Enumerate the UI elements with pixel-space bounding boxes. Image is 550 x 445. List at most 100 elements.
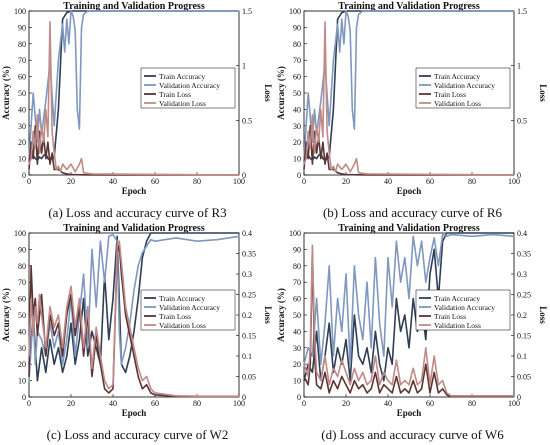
data-point <box>412 298 414 300</box>
x-tick-label: 40 <box>109 177 117 186</box>
data-point <box>154 394 156 396</box>
data-point <box>353 265 355 267</box>
data-point <box>408 347 410 349</box>
data-point <box>112 384 114 386</box>
data-point <box>83 355 85 357</box>
x-tick-label: 100 <box>508 177 520 186</box>
data-point <box>309 158 311 160</box>
data-point <box>353 380 355 382</box>
x-tick-label: 60 <box>426 177 434 186</box>
x-tick-label: 100 <box>233 177 245 186</box>
data-point <box>154 240 156 242</box>
data-point <box>345 384 347 386</box>
legend-entry: Validation Loss <box>434 99 481 108</box>
data-point <box>513 174 515 176</box>
chart-w6: Training and Validation Progress 0 20 40 60 8… <box>276 223 548 418</box>
data-point <box>322 136 324 138</box>
data-point <box>412 235 414 237</box>
data-point <box>341 12 343 14</box>
x-axis-label: Epoch <box>397 186 422 196</box>
x-tick-label: 40 <box>384 177 392 186</box>
data-point <box>328 392 330 394</box>
data-point <box>112 298 114 300</box>
data-point <box>313 334 316 337</box>
y-tick-label-left: 80 <box>18 262 26 271</box>
y-tick-label-right: 0.2 <box>242 311 252 320</box>
data-point <box>125 314 127 316</box>
data-point <box>36 380 39 382</box>
data-point <box>307 92 309 94</box>
data-point <box>318 154 320 156</box>
y-tick-label-left: 40 <box>293 105 301 114</box>
data-point <box>421 388 423 390</box>
data-point <box>238 10 240 12</box>
data-point <box>450 234 452 236</box>
data-point <box>387 388 389 390</box>
data-point <box>87 306 89 308</box>
data-point <box>343 43 345 45</box>
data-point <box>91 330 93 332</box>
data-point <box>49 306 51 308</box>
data-point <box>38 130 41 132</box>
data-point <box>38 314 41 316</box>
y-tick-label-right: 1 <box>242 62 246 71</box>
data-point <box>374 257 376 259</box>
data-point <box>34 147 36 149</box>
data-point <box>91 375 93 378</box>
data-point <box>355 10 358 12</box>
series-train-loss <box>303 125 515 176</box>
data-point <box>41 314 43 316</box>
y-tick-label-left: 100 <box>14 7 26 16</box>
data-point <box>66 12 68 14</box>
data-point <box>513 232 515 234</box>
data-point <box>150 232 152 234</box>
data-point <box>41 347 43 349</box>
data-point <box>416 392 418 394</box>
data-point <box>313 156 316 158</box>
data-point <box>345 163 347 165</box>
data-point <box>129 326 131 328</box>
data-point <box>36 141 39 143</box>
y-tick-label-left: 0 <box>297 393 301 402</box>
data-point <box>355 26 358 28</box>
data-point <box>404 380 406 382</box>
data-point <box>332 367 334 369</box>
data-point <box>141 252 143 254</box>
x-tick-label: 60 <box>151 177 159 186</box>
data-point <box>337 163 339 165</box>
data-point <box>116 240 118 242</box>
data-point <box>28 380 30 382</box>
data-point <box>358 380 360 382</box>
data-point <box>408 384 410 386</box>
y-tick-label-right: 0.3 <box>242 270 252 279</box>
data-point <box>146 375 148 378</box>
data-point <box>358 172 360 174</box>
data-point <box>421 240 423 242</box>
data-point <box>36 114 39 116</box>
data-point <box>391 363 393 365</box>
data-point <box>320 363 322 365</box>
legend-box <box>140 67 236 109</box>
y-tick-label-left: 90 <box>18 23 26 32</box>
data-point <box>450 232 452 234</box>
series-validation-accuracy <box>303 233 515 365</box>
data-point <box>78 339 80 341</box>
data-point <box>347 15 349 17</box>
data-point <box>38 108 41 110</box>
data-point <box>70 173 72 176</box>
data-point <box>66 173 68 175</box>
data-point <box>175 232 177 234</box>
legend-entry: Validation Accuracy <box>434 81 495 90</box>
data-point <box>330 168 332 171</box>
data-point <box>358 388 360 390</box>
data-point <box>125 347 127 349</box>
data-point <box>238 174 240 176</box>
data-point <box>303 163 305 165</box>
data-point <box>316 125 318 127</box>
data-point <box>108 235 110 237</box>
data-point <box>62 371 64 373</box>
data-point <box>137 298 139 300</box>
data-point <box>425 347 427 349</box>
data-point <box>322 158 324 160</box>
data-point <box>34 306 36 308</box>
